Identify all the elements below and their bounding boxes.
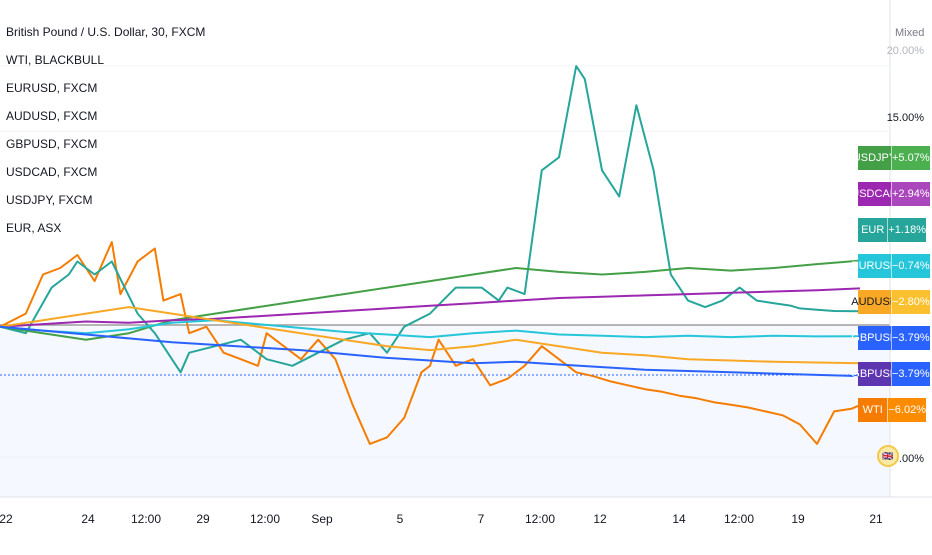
x-tick: 21 — [869, 512, 883, 526]
x-tick: 14 — [672, 512, 686, 526]
price-tag-symbol: EURUSD — [851, 254, 898, 278]
uk-flag-icon: 🇬🇧 — [877, 445, 899, 467]
price-tag-change: −3.79% — [891, 326, 930, 350]
x-tick: 12:00 — [723, 512, 755, 526]
price-tag-change: +5.07% — [891, 146, 930, 170]
price-tag-gbpusd-2: GBPUSD −3.79% — [851, 362, 930, 386]
price-tag-eurusd: EURUSD −0.74% — [851, 254, 930, 278]
price-tag-symbol: GBPUSD — [851, 326, 898, 350]
scale-mode-label[interactable]: Mixed — [895, 27, 925, 39]
x-tick: 22 — [0, 512, 13, 526]
series-line-eur[interactable] — [0, 65, 861, 374]
legend-item-gbpusd[interactable]: GBPUSD, FXCM — [6, 137, 98, 151]
x-tick: 24 — [81, 512, 95, 526]
price-tag-symbol: USDJPY — [853, 146, 896, 170]
series-line-audusd[interactable] — [0, 306, 861, 365]
y-tick-20: 20.00% — [886, 45, 924, 57]
legend-item-usdjpy[interactable]: USDJPY, FXCM — [6, 193, 93, 207]
x-tick: 5 — [396, 512, 404, 526]
series-line-gbpusd[interactable] — [0, 325, 861, 378]
series-line-usdjpy[interactable] — [0, 259, 861, 341]
price-tag-symbol: EUR — [858, 218, 888, 242]
legend: British Pound / U.S. Dollar, 30, FXCM WT… — [6, 26, 205, 250]
price-tag-change: −6.02% — [887, 398, 926, 422]
price-tag-change: +2.94% — [891, 182, 930, 206]
baseline-fill — [0, 325, 890, 497]
series-line-eurusd[interactable] — [0, 319, 861, 339]
legend-item-eur-asx[interactable]: EUR, ASX — [6, 221, 62, 235]
price-tag-gbpusd: GBPUSD −3.79% — [851, 326, 930, 350]
price-tag-change: −3.79% — [891, 362, 930, 386]
price-tag-change: −0.74% — [891, 254, 930, 278]
price-tag-wti: WTI −6.02% — [858, 398, 926, 422]
legend-item-eurusd[interactable]: EURUSD, FXCM — [6, 81, 98, 95]
x-tick: 12 — [593, 512, 607, 526]
price-tag-usdjpy: USDJPY +5.07% — [853, 146, 930, 170]
price-tag-change: +1.18% — [887, 218, 926, 242]
series-line-usdcad[interactable] — [0, 287, 861, 328]
price-tag-usdcad: USDCAD +2.94% — [851, 182, 930, 206]
x-tick: 7 — [477, 512, 485, 526]
x-tick: 29 — [196, 512, 210, 526]
legend-item-audusd[interactable]: AUDUSD, FXCM — [6, 109, 98, 123]
price-tag-change: −2.80% — [891, 290, 930, 314]
x-tick: 12:00 — [524, 512, 556, 526]
x-tick: 19 — [791, 512, 805, 526]
x-tick: 12:00 — [249, 512, 281, 526]
legend-item-wti[interactable]: WTI, BLACKBULL — [6, 53, 105, 67]
price-tag-symbol: USDCAD — [851, 182, 898, 206]
price-tag-audusd: AUDUSD −2.80% — [851, 290, 930, 314]
series-line-wti[interactable] — [0, 241, 861, 445]
x-tick: 12:00 — [130, 512, 162, 526]
price-tag-symbol: WTI — [858, 398, 888, 422]
chart-title: British Pound / U.S. Dollar, 30, FXCM — [6, 25, 206, 39]
price-tag-symbol: GBPUSD — [851, 362, 898, 386]
x-tick: Sep — [311, 512, 333, 526]
price-tag-eur: EUR +1.18% — [858, 218, 926, 242]
y-tick-15: 15.00% — [886, 112, 924, 124]
price-tag-symbol: AUDUSD — [851, 290, 898, 314]
legend-item-usdcad[interactable]: USDCAD, FXCM — [6, 165, 98, 179]
